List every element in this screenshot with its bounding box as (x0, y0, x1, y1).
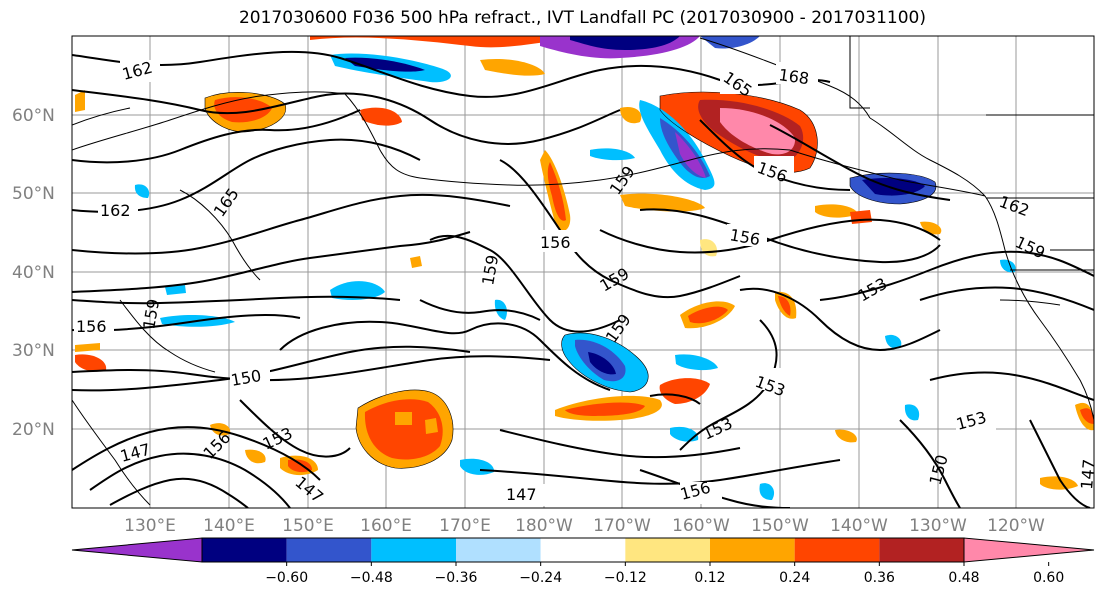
lon-label-140e: 140°E (203, 516, 255, 536)
lat-label-40n: 40°N (12, 263, 55, 283)
map-frame (71, 35, 1095, 509)
lon-axis: 130°E 140°E 150°E 160°E 170°E 180°W 170°… (124, 516, 1045, 536)
lat-axis: 60°N 50°N 40°N 30°N 20°N (12, 106, 55, 440)
colorbar-extend-min (71, 537, 203, 563)
lon-label-170w: 170°W (593, 516, 651, 536)
colorbar-box (286, 538, 372, 562)
colorbar-box (710, 538, 795, 562)
contour-label-162-west: 162 (100, 201, 131, 220)
colorbar-box (625, 538, 710, 562)
lat-label-50n: 50°N (12, 184, 55, 204)
contour-label-156-west: 156 (76, 317, 107, 336)
colorbar-box (794, 538, 880, 562)
lon-label-150w: 150°W (751, 516, 809, 536)
contour-label-147-east: 147 (1077, 458, 1099, 490)
contour-label-156-mid: 156 (540, 233, 571, 252)
colorbar-box (371, 538, 456, 562)
lat-label-60n: 60°N (12, 106, 55, 126)
lon-label-130w: 130°W (909, 516, 967, 536)
colorbar-tick-label: 0.12 (694, 570, 725, 586)
lon-label-150e: 150°E (282, 516, 334, 536)
colorbar-box (879, 538, 964, 562)
lon-label-160e: 160°E (360, 516, 412, 536)
lon-label-120w: 120°W (987, 516, 1045, 536)
contour-label-168: 168 (777, 65, 810, 88)
colorbar-tick-label: 0.60 (1033, 570, 1064, 586)
colorbar-tick-label: 0.48 (948, 570, 979, 586)
lon-label-180w: 180°W (515, 516, 573, 536)
colorbar-tick-label: −0.36 (435, 570, 478, 586)
colorbar-tick-label: −0.60 (265, 570, 308, 586)
colorbar: −0.60 −0.48 −0.36 −0.24 −0.12 0.12 0.24 0.36 0.4… (71, 537, 1095, 586)
colorbar-tick-label: 0.36 (864, 570, 895, 586)
colorbar-box (456, 538, 541, 562)
colorbar-extend-max (963, 537, 1095, 563)
lon-label-170e: 170°E (439, 516, 491, 536)
lon-label-140w: 140°W (830, 516, 888, 536)
colorbar-tick-label: −0.12 (604, 570, 647, 586)
colorbar-frame (201, 537, 965, 563)
coastlines (72, 36, 1094, 506)
colorbar-box (202, 538, 287, 562)
colorbar-tick-label: −0.24 (519, 570, 562, 586)
fill-outlines (204, 91, 937, 469)
colorbar-tick-label: 0.24 (779, 570, 810, 586)
colorbar-box (540, 538, 626, 562)
map-title: 2017030600 F036 500 hPa refract., IVT La… (238, 8, 926, 28)
lon-label-160w: 160°W (672, 516, 730, 536)
lat-label-30n: 30°N (12, 341, 55, 361)
lon-label-130e: 130°E (124, 516, 176, 536)
contour-label-147-south: 147 (506, 485, 537, 504)
lat-label-20n: 20°N (12, 420, 55, 440)
colorbar-tick-label: −0.48 (350, 570, 393, 586)
